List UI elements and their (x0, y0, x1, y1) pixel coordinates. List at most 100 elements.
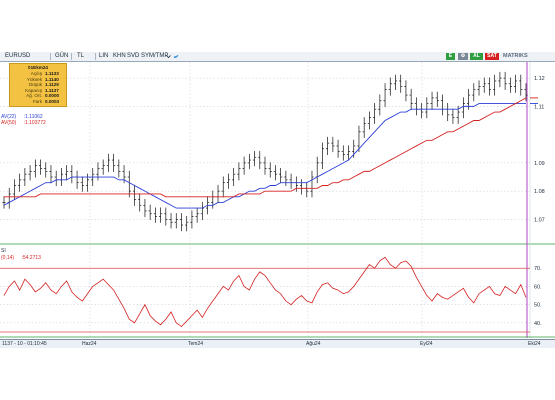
gear-icon: ⚙ (460, 53, 466, 59)
legend-ma22-value: :1.11062 (23, 114, 43, 120)
price-bar (284, 170, 288, 187)
chart-window: EURUSD GÜN TL LIN KHN SVD SYM/TMP E ⚙ AL… (0, 52, 555, 348)
price-bars (2, 71, 528, 232)
scale-svd-button[interactable]: SVD (127, 53, 140, 59)
price-bar (49, 165, 53, 184)
price-bar (80, 176, 84, 192)
toolbar-divider (71, 53, 72, 60)
rsi-tick-label: 50. (534, 303, 542, 309)
price-bar (106, 153, 110, 172)
symbol-selector[interactable]: EURUSD (4, 52, 31, 61)
price-bar (101, 159, 105, 175)
price-bar (185, 216, 189, 232)
price-bar (508, 77, 512, 93)
legend-rsi-value: :54.2713 (21, 255, 41, 261)
price-bar (367, 111, 371, 130)
price-tick-label: 1.12 (534, 76, 545, 82)
bird-icon[interactable] (173, 54, 179, 59)
settings-button[interactable]: ⚙ (458, 53, 468, 60)
status-value-time: 1137 - 10 - 01:10:45 (2, 341, 47, 347)
price-bar (7, 187, 11, 209)
price-bar (2, 196, 6, 209)
price-bar (143, 199, 147, 218)
price-bar (70, 165, 74, 184)
price-bar (263, 156, 267, 175)
chevron-down-icon[interactable] (166, 54, 171, 59)
price-bar (268, 162, 272, 178)
status-bar: 1137 - 10 - 01:10:45 Haz24 Tem24 Ağu24 E… (0, 339, 555, 348)
price-bar (75, 170, 79, 189)
legend-ma50-value: :1.103772 (23, 120, 46, 126)
price-bar (28, 165, 32, 181)
info-date: 01Ekm24 (28, 65, 48, 70)
price-bar (310, 170, 314, 198)
period-button[interactable]: GÜN (55, 53, 69, 59)
price-bar (153, 207, 157, 223)
sell-button[interactable]: SAT (485, 53, 499, 60)
month-label: Haz24 (82, 341, 97, 347)
buy-button[interactable]: AL (470, 53, 483, 60)
price-grid (0, 62, 555, 338)
price-bar (430, 91, 434, 110)
price-bar (336, 139, 340, 158)
legend-ma50-label: AV(50) (1, 120, 17, 126)
price-bar (54, 170, 58, 187)
price-bar (237, 162, 241, 181)
indicators-menu[interactable]: SYM/TMP (140, 52, 169, 61)
price-bar (482, 77, 486, 93)
legend-ma50: AV(50) :1.103772 (1, 120, 46, 126)
price-bar (258, 151, 262, 170)
price-bar (420, 102, 424, 119)
price-bar (174, 213, 178, 229)
ohlc-info-box: 01Ekm24 Açılış 1.1133 Yüksek 1.1140 Düşük 1… (9, 63, 67, 107)
price-bar (117, 159, 121, 178)
price-bar (388, 77, 392, 96)
rsi-tick-label: 40. (534, 321, 542, 327)
rsi-lines (3, 256, 527, 328)
price-bar (200, 201, 204, 220)
price-bar (59, 167, 64, 187)
price-bar (326, 136, 330, 155)
price-bar (23, 167, 27, 187)
price-bar (159, 207, 163, 223)
moving-average-lines (3, 97, 538, 209)
price-bar (96, 162, 100, 181)
price-bar (373, 102, 377, 124)
price-bar (164, 207, 168, 226)
info-row-diff: Fark 0.0003 (32, 98, 60, 104)
month-label: Ağu24 (306, 341, 321, 347)
price-bar (503, 71, 507, 90)
price-bar (346, 145, 351, 161)
currency-button[interactable]: TL (77, 53, 85, 59)
price-bar (226, 173, 231, 189)
month-label-last: Eki24 (528, 341, 541, 347)
price-tick-label: 1.11 (534, 104, 544, 110)
price-bar (399, 74, 403, 93)
price-bar (446, 102, 450, 122)
price-bar (85, 173, 90, 192)
badge-e[interactable]: E (446, 53, 455, 60)
price-bar (383, 83, 387, 107)
price-bar (232, 167, 236, 187)
price-bar (211, 190, 215, 209)
chart-area: 1.07 1.08 1.09 1.11 1.12 40. 50. 60. 70. (0, 62, 555, 338)
price-bar (393, 74, 398, 90)
price-bar (493, 74, 497, 96)
info-row-high: Yüksek 1.1140 (26, 76, 59, 82)
price-bar (487, 77, 492, 96)
price-bar (138, 193, 142, 212)
price-bar (341, 145, 345, 161)
rsi-tick-label: 70. (534, 266, 542, 272)
price-bar (461, 97, 465, 119)
scale-khn-button[interactable]: KHN (113, 53, 126, 59)
price-bar (440, 94, 445, 116)
price-bar (498, 71, 502, 88)
scale-lin-button[interactable]: LIN (99, 53, 109, 59)
price-bar (127, 170, 131, 198)
legend-ma22: AV(22) :1.11062 (1, 114, 43, 120)
price-tick-label: 1.08 (534, 189, 545, 195)
rsi-line (3, 256, 527, 328)
price-bar (242, 156, 246, 175)
price-bar (195, 207, 199, 223)
ma50-line (4, 97, 527, 198)
